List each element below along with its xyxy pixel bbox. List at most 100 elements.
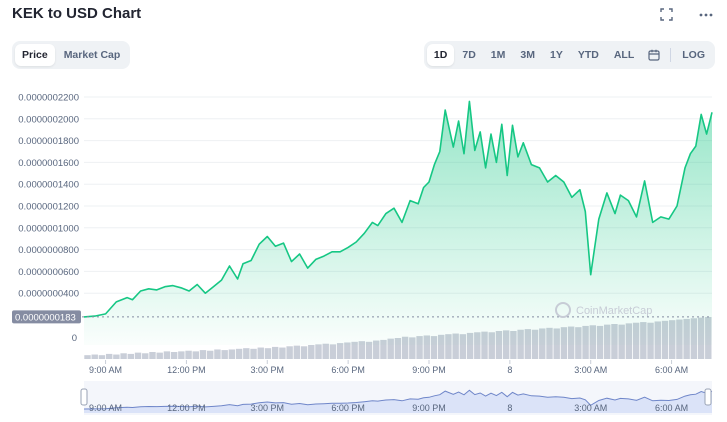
volume-bar: [459, 334, 467, 359]
x-tick-label: 6:00 AM: [655, 365, 688, 375]
y-tick-label: 0.0000002000: [18, 114, 79, 125]
volume-bar: [488, 332, 495, 359]
volume-bar: [156, 352, 163, 359]
volume-bar: [430, 336, 438, 359]
coinmarketcap-logo-icon: [555, 302, 571, 318]
volume-bar: [336, 343, 344, 359]
more-horizontal-icon[interactable]: [699, 8, 713, 24]
x-tick-label: 6:00 PM: [331, 365, 365, 375]
volume-bar: [149, 352, 156, 359]
range-7d-button[interactable]: 7D: [462, 49, 476, 61]
watermark: CoinMarketCap: [555, 302, 652, 318]
volume-bar: [474, 332, 481, 359]
volume-bar: [163, 351, 171, 359]
range-1m-button[interactable]: 1M: [490, 49, 506, 61]
volume-bar: [358, 341, 366, 359]
range-divider: [670, 48, 672, 62]
volume-bar: [185, 350, 192, 359]
volume-bar: [409, 337, 416, 359]
volume-bar: [315, 344, 322, 359]
x-tick-label: 9:00 AM: [89, 365, 122, 375]
range-3m-button[interactable]: 3M: [520, 49, 535, 61]
range-1y-button[interactable]: 1Y: [549, 49, 563, 61]
price-line: [83, 100, 713, 318]
navigator-tick-label: 8: [507, 403, 512, 413]
volume-bar: [91, 354, 98, 359]
volume-bar: [344, 342, 351, 359]
current-price-label: 0.0000000183: [15, 312, 76, 323]
volume-bar: [243, 348, 250, 359]
chart-title: KEK to USD Chart: [12, 5, 142, 22]
volume-bar: [235, 348, 243, 359]
volume-bar: [192, 351, 199, 359]
navigator-tick-label: 6:00 PM: [331, 403, 365, 413]
range-all-button[interactable]: ALL: [613, 49, 635, 61]
volume-bar: [373, 340, 380, 359]
volume-bar: [308, 345, 315, 359]
volume-bar: [250, 348, 257, 359]
volume-bar: [199, 350, 207, 359]
volume-bar: [365, 341, 373, 359]
volume-bar: [207, 350, 214, 359]
volume-bar: [351, 341, 358, 359]
volume-bar: [380, 339, 387, 359]
navigator-right-handle[interactable]: [704, 388, 712, 406]
x-tick-label: 9:00 PM: [412, 365, 446, 375]
header-actions: [660, 8, 713, 24]
volume-bar: [423, 335, 430, 359]
volume-bar: [438, 334, 445, 359]
navigator-tick-label: 3:00 AM: [574, 403, 607, 413]
y-tick-label: 0.0000000400: [18, 289, 79, 300]
volume-bar: [257, 347, 264, 359]
x-tick-label: 8: [507, 365, 512, 375]
y-tick-label: 0.0000001400: [18, 180, 79, 191]
volume-bar: [293, 345, 301, 359]
volume-bar: [445, 334, 452, 359]
navigator-area: [84, 390, 712, 413]
y-axis-ticks: 0.0000002200 0.0000002000 0.0000001800 0.00…: [18, 93, 79, 300]
volume-bar: [170, 352, 178, 359]
expand-icon[interactable]: [660, 8, 673, 24]
volume-bar: [466, 332, 474, 359]
navigator-line: [83, 389, 713, 410]
volume-bar: [387, 338, 394, 359]
current-price-tag: 0.0000000183: [12, 310, 81, 324]
x-tick-label: 3:00 AM: [574, 365, 607, 375]
volume-bar: [401, 336, 409, 359]
navigator-left-handle[interactable]: [80, 388, 88, 406]
volume-bar: [105, 353, 113, 359]
calendar-icon[interactable]: [642, 49, 666, 61]
volume-bar: [142, 353, 149, 359]
y-tick-label: 0.0000000800: [18, 245, 79, 256]
range-ytd-button[interactable]: YTD: [577, 49, 599, 61]
volume-bar: [394, 338, 402, 359]
volume-bar: [329, 344, 337, 359]
range-1d-button[interactable]: 1D: [426, 44, 455, 66]
volume-bar: [452, 333, 459, 359]
volume-bar: [98, 355, 106, 359]
volume-bar: [264, 348, 272, 359]
log-scale-button[interactable]: LOG: [682, 49, 705, 61]
x-tick-label: 12:00 PM: [167, 365, 206, 375]
volume-bar: [134, 352, 142, 359]
price-marketcap-toggle: Price Market Cap: [12, 41, 131, 69]
y-tick-label: 0.0000002200: [18, 93, 79, 104]
price-area: [84, 101, 712, 346]
y-tick-label: 0.0000001000: [18, 223, 79, 234]
volume-bar: [178, 351, 185, 359]
volume-bar: [120, 353, 127, 359]
volume-bar: [416, 336, 423, 359]
volume-bar: [127, 353, 135, 359]
y-tick-label: 0.0000001600: [18, 158, 79, 169]
x-axis-ticks: 9:00 AM 12:00 PM 3:00 PM 6:00 PM 9:00 PM 8 3:0…: [89, 360, 688, 375]
navigator-tick-label: 12:00 PM: [167, 403, 206, 413]
watermark-text: CoinMarketCap: [576, 305, 652, 317]
tab-market-cap[interactable]: Market Cap: [63, 49, 121, 61]
y-tick-label: 0.0000001800: [18, 136, 79, 147]
navigator: 9:00 AM 12:00 PM 3:00 PM 6:00 PM 9:00 PM 8 3:0…: [80, 381, 713, 415]
tab-price[interactable]: Price: [15, 44, 55, 66]
volume-bar: [221, 350, 228, 359]
volume-bar: [113, 354, 120, 359]
navigator-tick-label: 9:00 PM: [412, 403, 446, 413]
